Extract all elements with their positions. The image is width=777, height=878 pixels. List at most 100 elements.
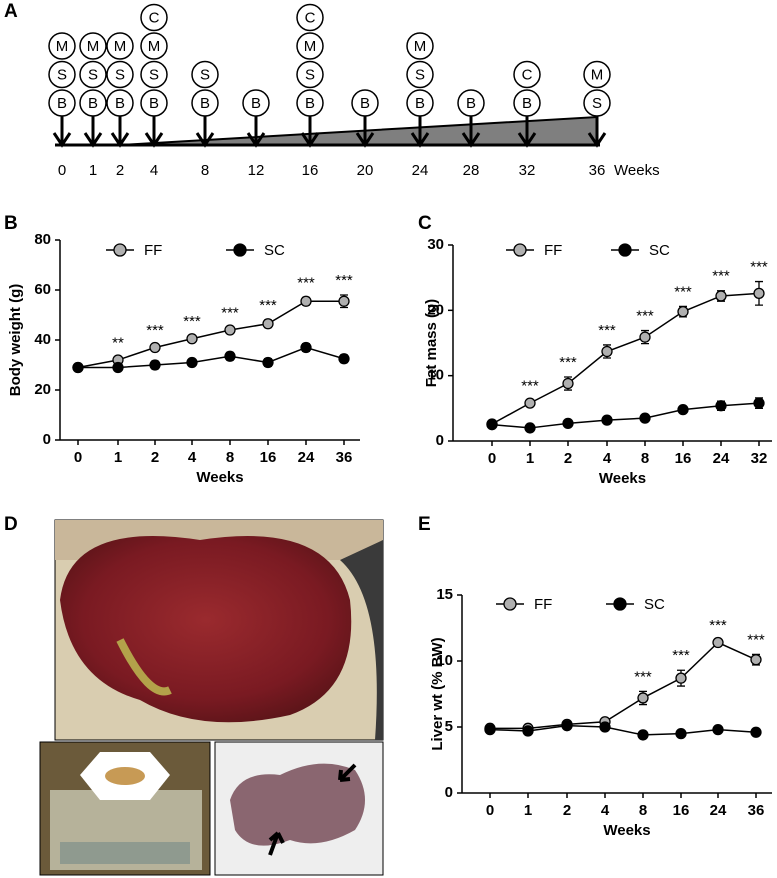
data-point: [715, 400, 727, 412]
y-tick-label: 20: [34, 381, 51, 398]
legend-label: FF: [144, 242, 162, 259]
significance-label: ***: [521, 377, 539, 394]
data-point: [524, 422, 536, 434]
marker-circle: [79, 32, 107, 60]
marker-label: S: [57, 66, 67, 83]
marker-label: B: [200, 95, 210, 112]
marker-circle: [48, 60, 76, 89]
data-point: [149, 359, 161, 371]
y-tick-label: 40: [34, 331, 51, 348]
week-label: 4: [150, 162, 158, 179]
arrow-head: [83, 132, 103, 148]
series-line: [489, 724, 757, 736]
week-label: 2: [116, 162, 124, 179]
x-tick-label: 2: [151, 449, 159, 466]
marker-label: M: [414, 38, 427, 55]
legend-label: FF: [534, 596, 552, 613]
marker-label: S: [149, 66, 159, 83]
legend-label: FF: [544, 242, 562, 259]
y-axis-label: Body weight (g): [7, 284, 24, 397]
legend-label: SC: [644, 596, 665, 613]
marker-circle: [191, 60, 219, 89]
data-point: [753, 287, 765, 299]
marker-label: B: [88, 95, 98, 112]
legend-marker: [113, 243, 127, 257]
significance-label: ***: [559, 354, 577, 371]
significance-label: ***: [712, 268, 730, 285]
marker-label: M: [87, 38, 100, 55]
marker-circle: [140, 60, 168, 89]
significance-label: ***: [674, 283, 692, 300]
data-point: [750, 654, 762, 666]
series-line: [78, 346, 345, 369]
significance-label: ***: [672, 647, 690, 664]
y-tick-label: 20: [427, 301, 444, 318]
x-axis-label: Weeks: [196, 469, 243, 486]
data-point: [637, 729, 649, 741]
marker-circle: [106, 32, 134, 60]
marker-label: S: [415, 66, 425, 83]
legend-marker: [233, 243, 247, 257]
data-point: [338, 295, 350, 307]
week-label: 12: [248, 162, 265, 179]
marker-circle: [406, 32, 434, 60]
marker-label: M: [591, 66, 604, 83]
marker-circle: [513, 60, 541, 89]
marker-circle: [296, 60, 324, 89]
significance-label: ***: [709, 617, 727, 634]
marker-label: S: [592, 95, 602, 112]
arrow-head: [587, 132, 607, 148]
marker-label: B: [251, 95, 261, 112]
photo-liver: [54, 519, 384, 741]
data-point: [712, 723, 724, 736]
marker-label: M: [148, 38, 161, 55]
data-point: [677, 403, 689, 416]
data-point: [300, 341, 312, 354]
x-tick-label: 4: [601, 802, 610, 819]
y-tick-label: 0: [445, 784, 453, 801]
significance-label: ***: [221, 304, 239, 321]
data-point: [300, 295, 312, 307]
x-tick-label: 16: [675, 450, 692, 467]
x-tick-label: 4: [188, 449, 197, 466]
week-label: 20: [357, 162, 374, 179]
marker-circle: [296, 32, 324, 60]
significance-label: ***: [636, 308, 654, 325]
significance-label: ***: [335, 272, 353, 289]
data-point: [262, 318, 274, 330]
arrow-head: [355, 132, 375, 148]
data-point: [601, 345, 613, 358]
marker-label: S: [88, 66, 98, 83]
arrow-head: [52, 132, 72, 148]
x-axis-label: Weeks: [599, 470, 646, 487]
legend-marker: [513, 243, 527, 257]
marker-circle: [406, 60, 434, 89]
data-point: [484, 723, 496, 736]
y-axis-label: Fat mass (g): [423, 299, 440, 387]
data-point: [599, 721, 611, 733]
marker-label: M: [56, 38, 69, 55]
significance-label: **: [112, 334, 124, 351]
x-tick-label: 2: [563, 802, 571, 819]
marker-circle: [48, 32, 76, 60]
data-point: [675, 727, 687, 740]
x-tick-label: 8: [641, 450, 649, 467]
marker-label: S: [305, 66, 315, 83]
y-tick-label: 0: [43, 431, 51, 448]
week-label: 36: [589, 162, 606, 179]
week-label: 8: [201, 162, 209, 179]
axis-label: Weeks: [614, 162, 660, 179]
x-tick-label: 16: [260, 449, 277, 466]
panel-letter: D: [4, 514, 18, 535]
data-point: [750, 726, 762, 738]
arrow-head: [195, 132, 215, 148]
data-point: [639, 331, 651, 343]
marker-label: S: [200, 66, 210, 83]
arrow-head: [300, 132, 320, 148]
marker-circle: [296, 3, 324, 32]
data-point: [112, 361, 124, 374]
y-tick-label: 15: [436, 586, 453, 603]
